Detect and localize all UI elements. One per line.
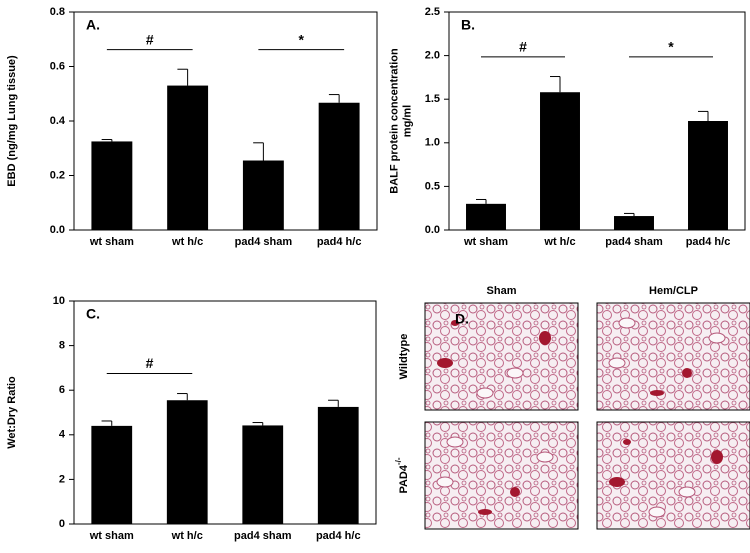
alveolar-space [436, 476, 454, 488]
bar [242, 160, 284, 230]
panel-label: A. [86, 17, 100, 33]
alveolar-space [648, 506, 666, 518]
y-axis-label: mg/ml [401, 105, 413, 137]
vessel [478, 509, 492, 515]
panel-label: B. [461, 17, 475, 33]
x-tick-label: wt sham [89, 530, 134, 542]
histology-image [424, 421, 579, 530]
y-tick-label: 1.0 [425, 137, 440, 149]
y-tick-label: 0.6 [50, 60, 65, 72]
vessel [711, 450, 723, 464]
bar [540, 92, 580, 230]
significance-mark: # [519, 39, 527, 55]
bar [466, 203, 506, 230]
significance-mark: # [146, 355, 154, 371]
row-label: PAD4-/- [394, 457, 410, 493]
x-tick-label: pad4 h/c [316, 530, 361, 542]
significance-mark: # [146, 31, 154, 47]
histology-image [596, 302, 750, 411]
y-tick-label: 8 [59, 340, 65, 352]
column-label: Hem/CLP [649, 285, 698, 297]
vessel [539, 331, 551, 345]
panel-label: C. [86, 306, 100, 322]
x-tick-label: wt sham [463, 236, 508, 248]
alveolar-space [476, 387, 494, 399]
vessel [510, 487, 520, 497]
y-tick-label: 6 [59, 384, 65, 396]
alveolar-space [608, 357, 626, 369]
plot-frame [448, 11, 746, 231]
x-tick-label: pad4 sham [605, 236, 663, 248]
alveolar-space [678, 486, 696, 498]
alveolar-space [618, 317, 636, 329]
y-axis-label: BALF protein concentration [388, 48, 400, 194]
y-axis-label: Wet:Dry Ratio [6, 376, 18, 449]
x-tick-label: pad4 h/c [317, 236, 362, 248]
alveolar-space [536, 451, 554, 463]
bar [317, 406, 359, 524]
x-tick-label: wt h/c [543, 236, 575, 248]
vessel [682, 368, 692, 378]
histology-image [424, 302, 579, 411]
y-tick-label: 0.4 [50, 115, 66, 127]
x-tick-label: wt sham [89, 236, 134, 248]
bar [318, 102, 360, 230]
panel-label: D. [455, 311, 469, 327]
y-tick-label: 2 [59, 473, 65, 485]
row-label-text: Wildtype [398, 334, 410, 380]
vessel [451, 320, 459, 326]
y-tick-label: 10 [53, 295, 65, 307]
bar [167, 85, 209, 230]
alveolar-space [506, 367, 524, 379]
y-tick-label: 0 [59, 518, 65, 530]
y-tick-label: 1.5 [425, 93, 440, 105]
bar [242, 425, 284, 524]
bar [166, 400, 208, 524]
y-tick-label: 0.0 [50, 224, 65, 236]
y-tick-label: 4 [59, 429, 66, 441]
x-tick-label: pad4 h/c [686, 236, 731, 248]
y-tick-label: 0.8 [50, 6, 65, 18]
significance-mark: * [668, 39, 674, 55]
row-label-text: PAD4 [398, 464, 410, 493]
y-axis-label: EBD (ng/mg Lung tissue) [6, 55, 18, 187]
y-tick-label: 0.5 [425, 180, 440, 192]
plot-frame [73, 300, 377, 525]
y-tick-label: 2.5 [425, 6, 440, 18]
vessel [437, 358, 453, 368]
x-tick-label: wt h/c [171, 530, 203, 542]
row-label-superscript: -/- [394, 457, 403, 465]
significance-mark: * [299, 31, 305, 47]
alveolar-space [446, 436, 464, 448]
column-label: Sham [487, 285, 517, 297]
vessel [609, 477, 625, 487]
x-tick-label: pad4 sham [234, 530, 292, 542]
x-tick-label: pad4 sham [235, 236, 293, 248]
y-tick-label: 0.0 [425, 224, 440, 236]
y-tick-label: 0.2 [50, 169, 65, 181]
bar [91, 425, 133, 524]
alveolar-space [708, 332, 726, 344]
vessel [650, 390, 664, 396]
vessel [623, 439, 631, 445]
histology-image [596, 421, 750, 530]
row-label: Wildtype [398, 334, 410, 380]
bar [614, 216, 654, 230]
bar [91, 141, 133, 230]
y-tick-label: 2.0 [425, 50, 440, 62]
bar [688, 121, 728, 230]
x-tick-label: wt h/c [171, 236, 203, 248]
